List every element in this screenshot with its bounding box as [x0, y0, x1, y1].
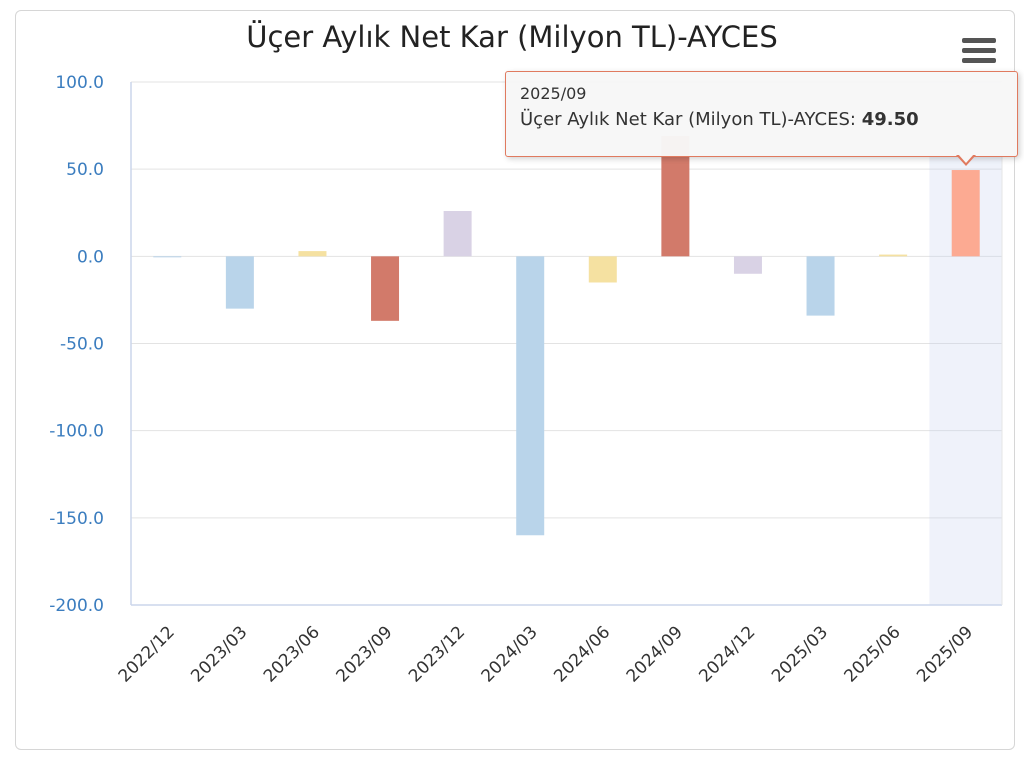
y-tick-label: -200.0	[49, 596, 104, 616]
bar	[879, 254, 908, 257]
y-tick-label: 0.0	[77, 247, 104, 267]
tooltip-series: Üçer Aylık Net Kar (Milyon TL)-AYCES:	[520, 109, 856, 130]
x-tick-label: 2024/06	[550, 622, 614, 686]
y-tick-label: -150.0	[49, 509, 104, 529]
tooltip-pointer	[956, 154, 976, 166]
bar	[951, 170, 980, 257]
bar	[371, 256, 400, 321]
x-tick-label: 2023/06	[260, 622, 324, 686]
x-tick-label: 2025/09	[913, 622, 977, 686]
bar	[733, 256, 762, 274]
tooltip-value: 49.50	[861, 109, 919, 130]
y-tick-label: -100.0	[49, 422, 104, 442]
bar	[516, 256, 545, 536]
bar	[588, 256, 617, 283]
chart-title: Üçer Aylık Net Kar (Milyon TL)-AYCES	[246, 20, 778, 54]
y-tick-label: 100.0	[55, 73, 104, 93]
bar	[153, 256, 182, 258]
x-tick-label: 2022/12	[115, 622, 179, 686]
bar	[225, 256, 254, 309]
bar	[806, 256, 835, 316]
y-tick-label: -50.0	[60, 335, 104, 355]
x-tick-label: 2025/06	[841, 622, 905, 686]
bar	[298, 251, 327, 257]
x-tick-label: 2024/03	[478, 622, 542, 686]
x-tick-label: 2023/09	[332, 622, 396, 686]
x-tick-label: 2025/03	[768, 622, 832, 686]
hamburger-menu-icon[interactable]	[962, 38, 996, 64]
bar	[443, 211, 472, 257]
x-tick-label: 2023/12	[405, 622, 469, 686]
x-tick-label: 2024/12	[695, 622, 759, 686]
tooltip-category: 2025/09	[520, 84, 587, 103]
hover-highlight-band	[929, 82, 1002, 605]
x-tick-label: 2024/09	[623, 622, 687, 686]
x-tick-label: 2023/03	[187, 622, 251, 686]
y-tick-label: 50.0	[66, 160, 104, 180]
tooltip: 2025/09 Üçer Aylık Net Kar (Milyon TL)-A…	[505, 71, 1018, 157]
